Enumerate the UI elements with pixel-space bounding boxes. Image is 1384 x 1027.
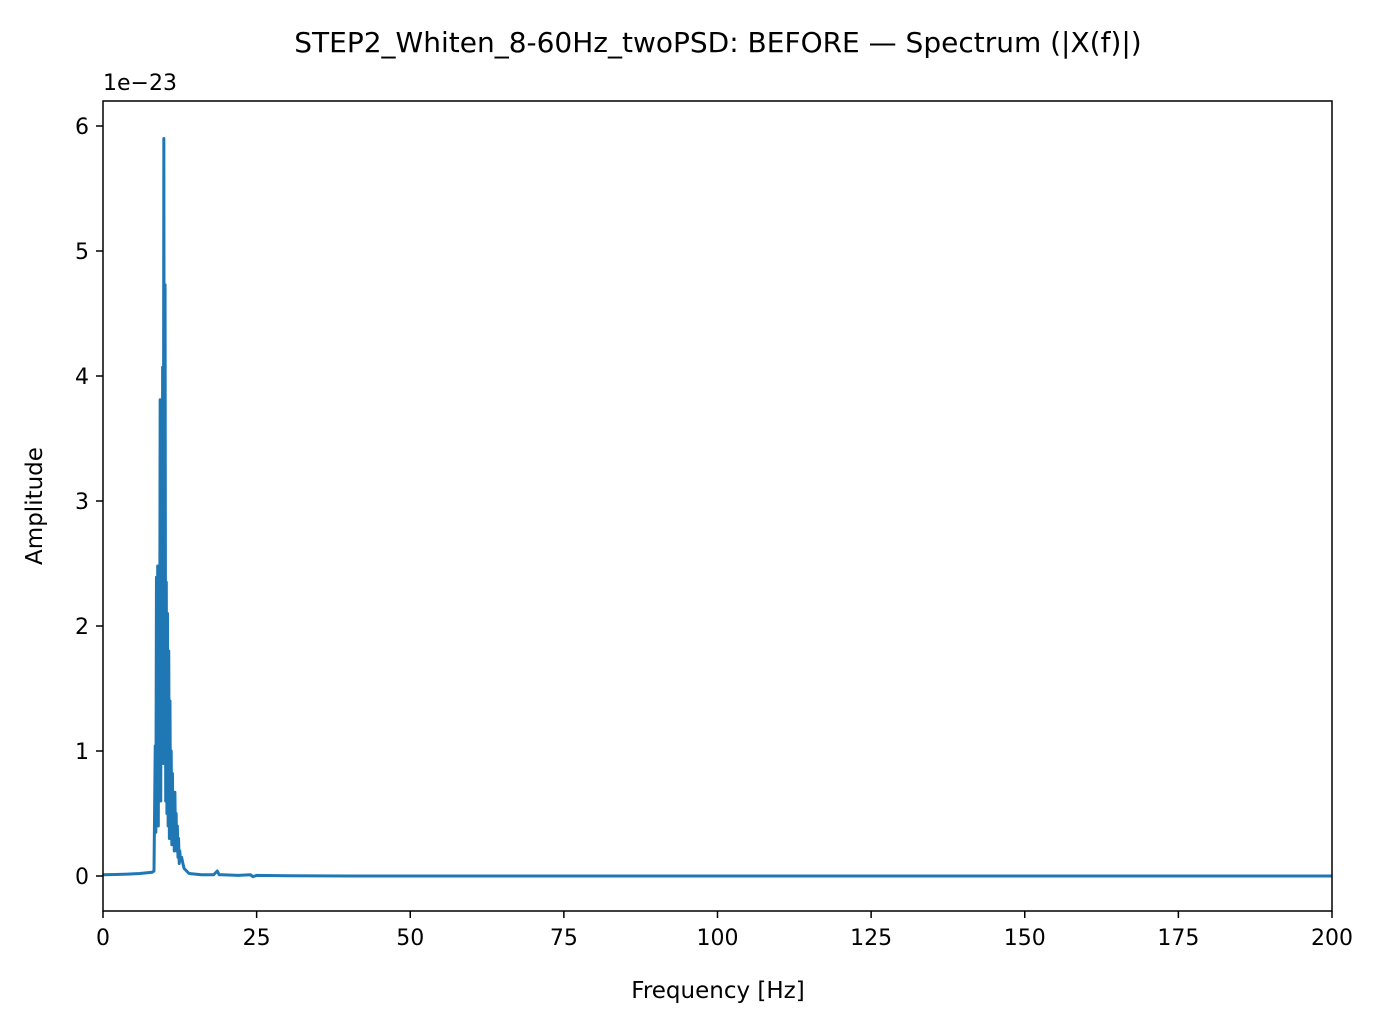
x-tick-label: 150 [1004, 926, 1046, 951]
x-tick-label: 50 [396, 926, 424, 951]
y-axis-ticks: 0 1 2 3 4 5 6 [75, 115, 103, 890]
y-tick-label: 0 [75, 865, 89, 890]
x-tick-label: 25 [243, 926, 271, 951]
x-tick-label: 75 [550, 926, 578, 951]
y-tick-label: 6 [75, 115, 89, 140]
x-axis-ticks: 0 25 50 75 100 125 150 175 200 [96, 911, 1353, 951]
x-tick-label: 100 [697, 926, 739, 951]
plot-frame [102, 100, 1333, 912]
y-tick-label: 5 [75, 240, 89, 265]
x-tick-label: 0 [96, 926, 110, 951]
x-axis-label: Frequency [Hz] [631, 978, 804, 1004]
y-offset-label: 1e−23 [103, 71, 177, 96]
y-tick-label: 2 [75, 615, 89, 640]
y-axis-label: Amplitude [22, 447, 48, 565]
y-tick-label: 1 [75, 740, 89, 765]
spectrum-line [103, 137, 1332, 879]
x-tick-label: 175 [1157, 926, 1199, 951]
chart-title: STEP2_Whiten_8-60Hz_twoPSD: BEFORE — Spe… [294, 26, 1141, 59]
x-tick-label: 200 [1311, 926, 1353, 951]
y-tick-label: 3 [75, 490, 89, 515]
x-tick-label: 125 [850, 926, 892, 951]
y-tick-label: 4 [75, 365, 89, 390]
